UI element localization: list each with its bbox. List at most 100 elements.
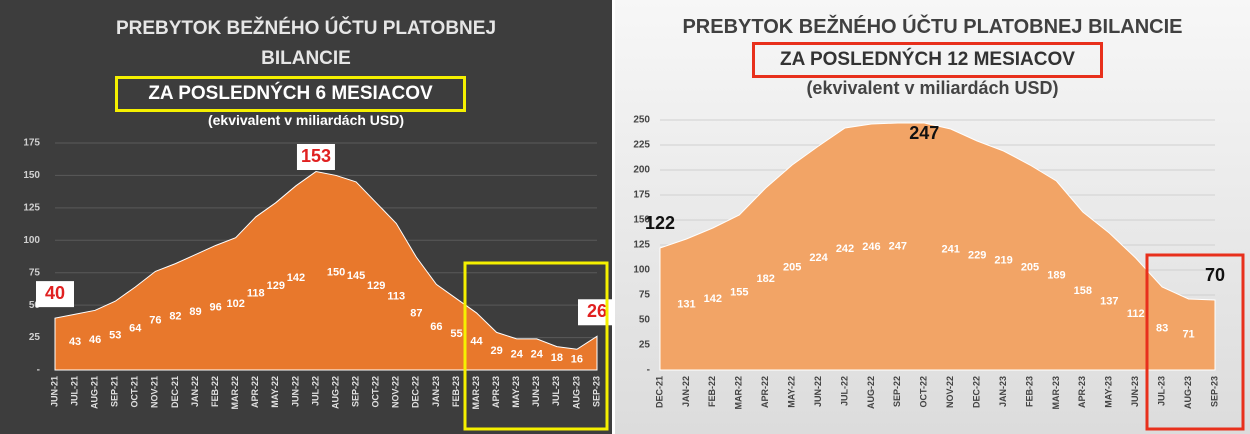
data-label: 142: [287, 272, 305, 284]
y-tick-label: 50: [29, 300, 41, 311]
highlight-label: 26: [587, 301, 607, 321]
x-tick-label: OCT-21: [130, 376, 140, 408]
data-label: 129: [367, 280, 385, 292]
x-tick-label: DEC-21: [170, 376, 180, 408]
y-tick-label: 75: [29, 267, 41, 278]
data-label: 102: [226, 298, 244, 310]
data-label: 137: [1100, 295, 1118, 307]
data-label: 129: [267, 280, 285, 292]
x-tick-label: JUN-22: [813, 376, 823, 407]
data-label: 89: [189, 306, 201, 318]
x-tick-label: DEC-22: [972, 376, 982, 408]
data-label: 87: [410, 307, 422, 319]
x-tick-label: FEB-22: [707, 376, 717, 407]
x-tick-label: AUG-23: [571, 376, 581, 409]
x-tick-label: JUN-23: [531, 376, 541, 407]
x-tick-label: NOV-22: [391, 376, 401, 408]
y-tick-label: 175: [633, 190, 650, 201]
data-label: 76: [149, 315, 161, 327]
highlight-label: 70: [1205, 265, 1225, 285]
x-tick-label: MAY-22: [787, 376, 797, 408]
x-tick-label: FEB-22: [210, 376, 220, 407]
data-label: 24: [511, 348, 524, 360]
area: [659, 122, 1216, 371]
data-label: 113: [387, 291, 405, 303]
x-tick-label: FEB-23: [451, 376, 461, 407]
note: (ekvivalent v miliardách USD): [207, 112, 405, 128]
data-label: 96: [209, 302, 221, 314]
label-box: [296, 144, 335, 170]
highlight-label: 122: [645, 213, 675, 233]
data-label: 242: [836, 243, 854, 255]
data-label: 16: [571, 354, 583, 366]
data-label: 158: [1074, 285, 1092, 297]
data-label: 55: [450, 328, 462, 340]
x-tick-label: JUL-23: [551, 376, 561, 406]
y-tick-label: 175: [23, 138, 40, 149]
data-label: 241: [942, 243, 960, 255]
data-label: 229: [968, 249, 986, 261]
right-panel: - 25 50 75 100 125 150 175 200 225 250 DEC-21 122 JAN…: [615, 0, 1250, 434]
data-label: 66: [430, 321, 442, 333]
x-tick-label: JUL-23: [1157, 376, 1167, 406]
note: (ekvivalent v miliardách USD): [806, 78, 1059, 98]
x-tick-label: JUL-22: [310, 376, 320, 406]
data-label: 145: [347, 270, 365, 282]
y-tick-label: 100: [23, 235, 40, 246]
data-label: 64: [129, 322, 142, 334]
x-tick-label: JAN-23: [431, 376, 441, 407]
data-label: 71: [1182, 328, 1194, 340]
data-label: 182: [757, 273, 775, 285]
x-tick-label: OCT-22: [371, 376, 381, 408]
data-label: 53: [109, 330, 121, 342]
x-tick-label: DEC-21: [654, 376, 664, 408]
x-tick-label: OCT-22: [919, 376, 929, 408]
x-tick-label: JUN-21: [49, 376, 59, 407]
data-label: 82: [169, 311, 181, 323]
data-label: 189: [1047, 269, 1065, 281]
x-tick-label: JAN-22: [681, 376, 691, 407]
chart-title: PREBYTOK BEŽNÉHO ÚČTU PLATOBNEJ BILANCIE: [115, 18, 497, 69]
subtitle: ZA POSLEDNÝCH 6 MESIACOV: [115, 76, 466, 112]
data-label: 29: [491, 345, 503, 357]
x-tick-label: APR-22: [250, 376, 260, 408]
x-tick-label: MAY-23: [511, 376, 521, 408]
data-label: 118: [247, 287, 265, 299]
y-tick-label: 25: [29, 332, 41, 343]
y-tick-label: 50: [639, 315, 651, 326]
x-tick-label: NOV-21: [150, 376, 160, 408]
left-panel: - 25 50 75 100 125 150 175 JUN-21 40 JUL-21 43 AUG-2…: [0, 0, 612, 434]
data-label: 46: [89, 334, 101, 346]
data-label: 224: [809, 252, 828, 264]
x-tick-label: MAR-23: [471, 376, 481, 410]
x-tick-label: MAR-22: [734, 376, 744, 410]
y-tick-label: 150: [633, 215, 650, 226]
subtitle: ZA POSLEDNÝCH 12 MESIACOV: [752, 42, 1103, 78]
x-tick-label: APR-22: [760, 376, 770, 408]
x-tick-label: SEP-22: [350, 376, 360, 407]
y-tick-label: 75: [639, 290, 651, 301]
highlight-frame: [1145, 253, 1245, 431]
data-label: 247: [889, 240, 907, 252]
y-tick-label: -: [37, 365, 40, 376]
x-tick-label: JUN-23: [1130, 376, 1140, 407]
x-tick-label: JAN-23: [998, 376, 1008, 407]
y-tick-label: -: [647, 365, 650, 376]
chart: - 25 50 75 100 125 150 175 200 225 250 DEC-21 122 JAN…: [633, 115, 1245, 431]
y-tick-label: 125: [633, 240, 650, 251]
y-tick-label: 150: [23, 170, 40, 181]
y-tick-label: 100: [633, 265, 650, 276]
highlight-label: 247: [909, 123, 939, 143]
chart-title: PREBYTOK BEŽNÉHO ÚČTU PLATOBNEJ BILANCIE: [682, 16, 1183, 38]
data-label: 43: [69, 336, 81, 348]
x-tick-label: APR-23: [491, 376, 501, 408]
x-tick-label: MAR-22: [230, 376, 240, 410]
x-tick-label: AUG-23: [1183, 376, 1193, 409]
data-label: 112: [1127, 308, 1145, 320]
x-tick-label: AUG-22: [866, 376, 876, 409]
x-tick-label: JUN-22: [290, 376, 300, 407]
x-tick-label: SEP-23: [1209, 376, 1219, 407]
data-label: 83: [1156, 322, 1168, 334]
data-label: 131: [677, 298, 695, 310]
